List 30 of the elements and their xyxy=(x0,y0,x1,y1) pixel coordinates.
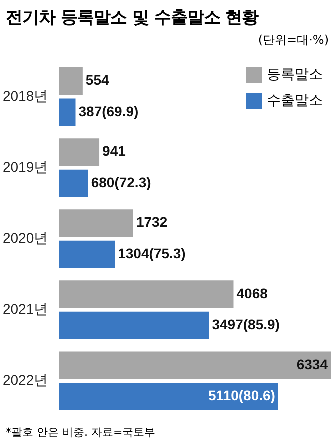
y-tick-label: 2022년 xyxy=(2,372,48,388)
data-label: 3497(85.9) xyxy=(212,316,280,333)
bar xyxy=(59,98,76,126)
data-label: 680(72.3) xyxy=(91,174,152,190)
text: (단위=대·%) xyxy=(258,32,329,49)
bar xyxy=(59,240,116,268)
bar xyxy=(59,382,278,410)
y-tick-label: 2020년 xyxy=(2,230,48,246)
data-label: 6334 xyxy=(296,356,328,372)
legend-label: 등록말소 xyxy=(267,66,323,84)
data-label: 5110(80.6) xyxy=(208,388,276,404)
bar xyxy=(59,68,83,96)
data-label: 1732 xyxy=(136,214,168,230)
chart-title: 전기차 등록말소 및 수출말소 현황 xyxy=(5,7,260,29)
bar xyxy=(59,170,88,198)
y-tick-label: 2021년 xyxy=(2,300,48,317)
bar xyxy=(59,210,134,238)
y-tick-label: 2018년 xyxy=(2,88,48,104)
data-label: 387(69.9) xyxy=(78,103,139,120)
y-tick-label: 2019년 xyxy=(2,158,48,175)
legend-label: 수출말소 xyxy=(267,92,323,110)
data-label: 4068 xyxy=(236,285,268,302)
data-label: 941 xyxy=(102,143,126,160)
bar xyxy=(59,280,234,308)
bar xyxy=(59,138,100,166)
data-label: 1304(75.3) xyxy=(118,245,186,262)
text: *괄호 안은 비중. 자료=국토부 xyxy=(6,425,156,440)
bar xyxy=(59,352,331,380)
data-label: 554 xyxy=(86,72,110,88)
bar xyxy=(59,312,210,340)
